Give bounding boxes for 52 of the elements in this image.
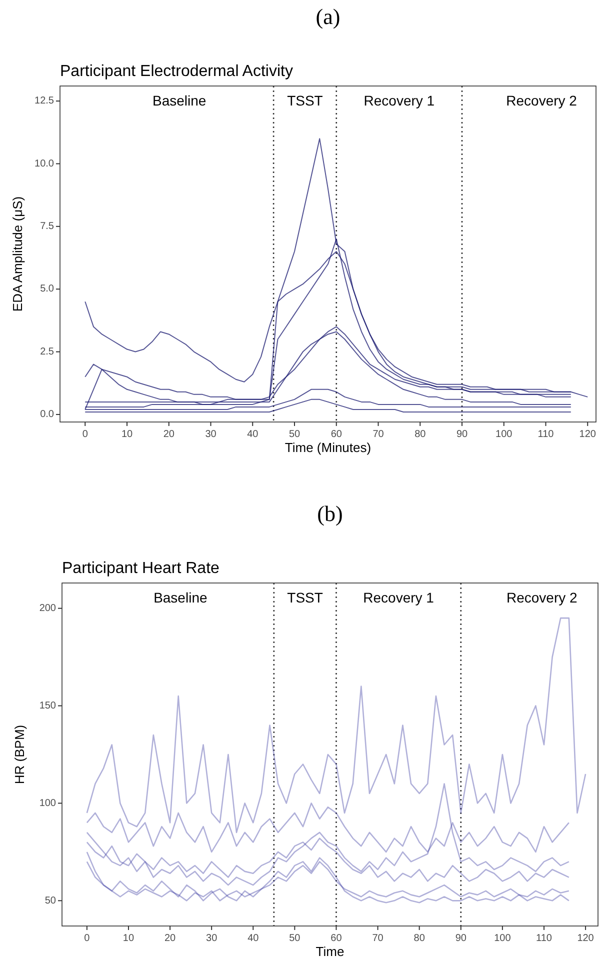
- annotation: Recovery 2: [506, 590, 578, 606]
- x-tick-label: 60: [330, 933, 342, 944]
- x-tick-label: 40: [248, 933, 260, 944]
- y-tick-label: 2.5: [40, 346, 54, 358]
- text: (b): [317, 501, 343, 526]
- x-tick-label: 30: [205, 429, 217, 440]
- y-tick-label: 5.0: [40, 284, 54, 295]
- x-tick-label: 20: [163, 429, 175, 440]
- x-tick-label: 110: [538, 429, 554, 440]
- x-tick-label: 60: [330, 429, 342, 440]
- x-tick-label: 10: [121, 429, 133, 440]
- x-tick-label: 50: [289, 933, 301, 944]
- annotation: TSST: [287, 92, 324, 109]
- x-tick-label: 80: [414, 429, 426, 440]
- text: (a): [316, 4, 340, 29]
- x-tick-label: 120: [579, 429, 596, 440]
- x-tick-label: 100: [496, 429, 513, 440]
- annotation: TSST: [287, 590, 324, 606]
- x-tick-label: 30: [206, 933, 218, 944]
- y-axis-title: EDA Amplitude (μS): [10, 196, 25, 312]
- x-tick-label: 120: [577, 933, 594, 944]
- y-tick-label: 10.0: [34, 158, 54, 170]
- x-tick-label: 110: [536, 933, 552, 944]
- annotation: Recovery 1: [364, 92, 435, 109]
- x-tick-label: 40: [247, 429, 259, 440]
- x-tick-label: 10: [122, 933, 134, 944]
- y-tick-label: 7.5: [40, 221, 54, 232]
- x-tick-label: 20: [164, 933, 176, 944]
- annotation: Baseline: [154, 590, 208, 606]
- annotation: Recovery 1: [363, 590, 434, 606]
- x-tick-label: 0: [84, 933, 90, 944]
- x-tick-label: 70: [372, 933, 384, 944]
- y-tick-label: 12.5: [34, 96, 54, 107]
- y-tick-label: 50: [44, 895, 56, 906]
- x-tick-label: 50: [288, 429, 300, 440]
- chart-title: Participant Heart Rate: [62, 560, 220, 577]
- x-tick-label: 90: [456, 429, 468, 440]
- x-tick-label: 70: [372, 429, 384, 440]
- x-axis-title: Time: [316, 944, 344, 959]
- x-tick-label: 90: [455, 933, 467, 944]
- x-tick-label: 0: [82, 429, 88, 440]
- annotation: Recovery 2: [506, 92, 578, 109]
- y-tick-label: 100: [39, 798, 56, 809]
- y-tick-label: 150: [39, 700, 56, 712]
- x-tick-label: 80: [414, 933, 426, 944]
- x-axis-title: Time (Minutes): [284, 440, 372, 455]
- annotation: Baseline: [152, 92, 206, 109]
- y-tick-label: 200: [39, 602, 56, 614]
- x-tick-label: 100: [494, 933, 512, 944]
- y-axis-title: HR (BPM): [12, 724, 27, 784]
- chart-title: Participant Electrodermal Activity: [60, 63, 293, 80]
- y-tick-label: 0.0: [40, 409, 54, 420]
